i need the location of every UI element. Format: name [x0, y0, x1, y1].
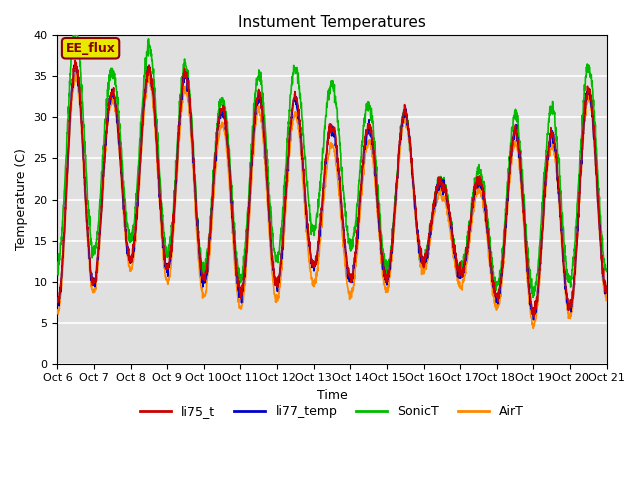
SonicT: [54, 266, 61, 272]
li77_temp: [360, 147, 368, 153]
li77_temp: [54, 299, 61, 305]
li75_t: [348, 275, 356, 281]
li75_t: [72, 58, 79, 63]
li77_temp: [530, 317, 538, 323]
AirT: [570, 291, 577, 297]
SonicT: [492, 288, 499, 293]
li75_t: [603, 290, 611, 296]
Title: Instument Temperatures: Instument Temperatures: [238, 15, 426, 30]
Line: li77_temp: li77_temp: [58, 63, 607, 320]
SonicT: [360, 123, 368, 129]
AirT: [529, 325, 537, 331]
Legend: li75_t, li77_temp, SonicT, AirT: li75_t, li77_temp, SonicT, AirT: [135, 400, 529, 423]
Y-axis label: Temperature (C): Temperature (C): [15, 149, 28, 251]
li75_t: [360, 147, 368, 153]
li75_t: [530, 314, 538, 320]
SonicT: [348, 239, 356, 245]
SonicT: [207, 216, 214, 222]
li77_temp: [570, 284, 577, 290]
SonicT: [529, 295, 537, 300]
Line: SonicT: SonicT: [58, 36, 607, 298]
SonicT: [603, 268, 611, 274]
li75_t: [570, 280, 577, 286]
AirT: [348, 289, 356, 295]
li77_temp: [603, 287, 611, 292]
li77_temp: [348, 274, 356, 280]
AirT: [492, 301, 499, 307]
li77_temp: [207, 223, 214, 229]
SonicT: [69, 33, 77, 38]
li75_t: [207, 226, 214, 232]
li77_temp: [555, 191, 563, 196]
Line: li75_t: li75_t: [58, 60, 607, 317]
Line: AirT: AirT: [58, 74, 607, 328]
AirT: [54, 310, 61, 316]
li75_t: [555, 177, 563, 183]
SonicT: [555, 157, 563, 163]
AirT: [603, 297, 611, 303]
AirT: [555, 192, 563, 198]
SonicT: [570, 255, 577, 261]
Text: EE_flux: EE_flux: [66, 42, 115, 55]
li75_t: [492, 293, 499, 299]
li77_temp: [72, 60, 80, 66]
AirT: [360, 162, 368, 168]
AirT: [71, 71, 79, 77]
li75_t: [54, 295, 61, 300]
AirT: [207, 236, 214, 241]
X-axis label: Time: Time: [317, 389, 348, 402]
li77_temp: [492, 294, 499, 300]
